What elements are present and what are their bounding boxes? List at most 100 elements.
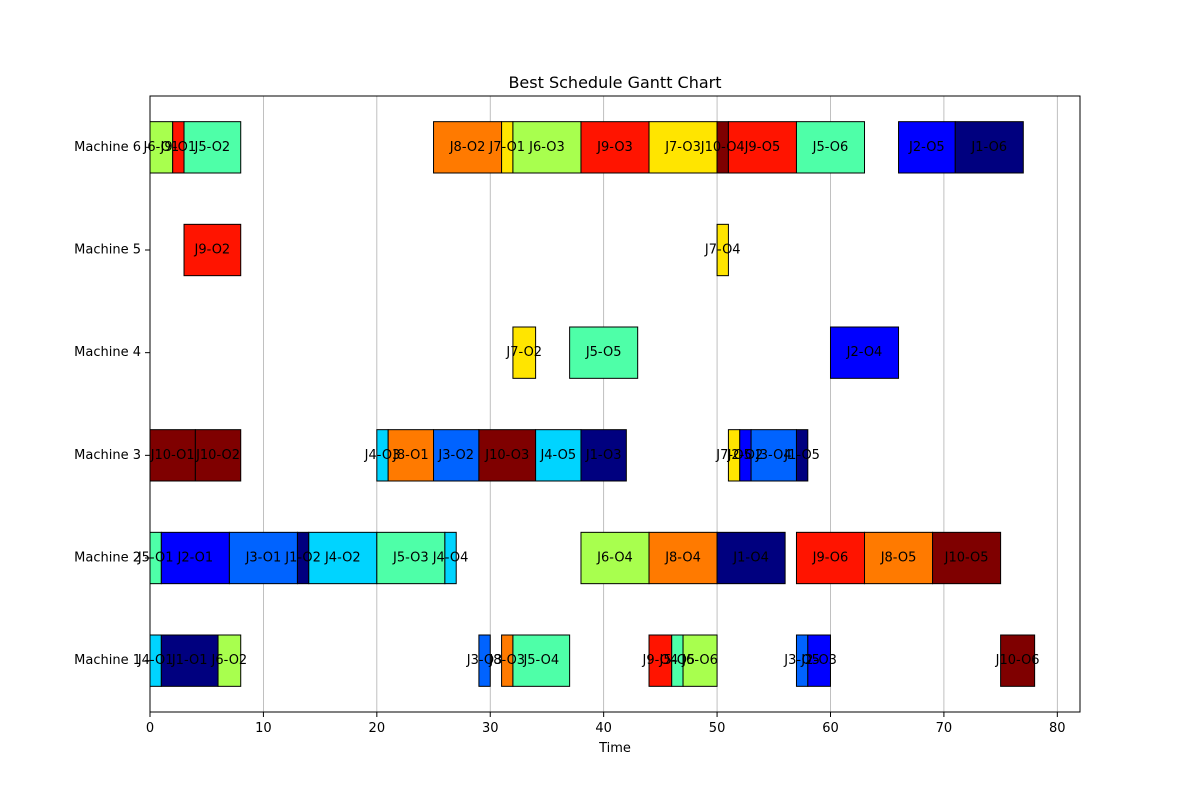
y-tick-label: Machine 2 (74, 551, 141, 566)
task-bar (1000, 634, 1036, 687)
task-label: J8-O3 (488, 653, 525, 668)
task-label: J2-O5 (908, 140, 945, 155)
task-label: J10-O4 (700, 140, 745, 155)
y-tick-label: Machine 4 (74, 345, 141, 360)
task-bar (183, 121, 242, 174)
task-bar (433, 121, 503, 174)
task-label: J7-O5 (715, 448, 752, 463)
task-label: J10-O6 (995, 653, 1040, 668)
task-bar (308, 531, 378, 585)
task-bar (716, 531, 786, 585)
task-label: J1-O4 (732, 551, 769, 566)
task-bar (478, 429, 537, 482)
task-label: J4-O3 (364, 448, 401, 463)
task-bar (444, 531, 457, 585)
task-bar (648, 531, 718, 585)
task-label: J2-O3 (800, 653, 837, 668)
task-bar (580, 531, 650, 585)
y-tick-label: Machine 3 (74, 448, 141, 463)
y-tick-label: Machine 1 (74, 653, 141, 668)
task-bar (580, 121, 650, 174)
task-bar (795, 531, 866, 585)
task-label: J10-O3 (484, 448, 529, 463)
axes: 0 10 20 30 40 50 60 70 80 Machine 1 Machine 2 Machi… (74, 95, 1081, 736)
task-label: J4-O2 (324, 551, 361, 566)
plot-frame (149, 95, 1081, 713)
task-bar (387, 429, 435, 482)
x-tick-label: 30 (482, 721, 499, 736)
task-bar (807, 634, 831, 687)
task-label: J3-O5 (783, 653, 820, 668)
task-label: J4-O5 (539, 448, 576, 463)
task-bar (433, 429, 480, 482)
task-label: J9-O4 (642, 653, 679, 668)
x-tick-label: 80 (1049, 721, 1066, 736)
y-tick-label: Machine 5 (74, 243, 141, 258)
task-label: J2-O2 (727, 448, 764, 463)
task-label: J4-O1 (137, 653, 174, 668)
task-label: J3-O4 (755, 448, 792, 463)
task-label: J8-O2 (449, 140, 486, 155)
task-bar (795, 429, 809, 482)
task-bar (716, 223, 729, 277)
task-bar (795, 121, 866, 174)
task-bar (160, 634, 219, 687)
task-label: J9-O3 (596, 140, 633, 155)
task-label: J7-O3 (664, 140, 701, 155)
task-bar (228, 531, 298, 585)
x-tick-label: 40 (595, 721, 612, 736)
task-label: J7-O1 (488, 140, 525, 155)
task-label: J9-O5 (744, 140, 781, 155)
x-axis-label: Time (598, 741, 631, 756)
task-label: J6-O1 (143, 140, 180, 155)
x-tick-label: 10 (255, 721, 272, 736)
task-bar (580, 429, 627, 482)
task-label: J8-O5 (880, 551, 917, 566)
task-label: J9-O6 (812, 551, 849, 566)
task-bar (512, 326, 537, 379)
task-label: J2-O4 (846, 345, 883, 360)
task-bar (535, 429, 582, 482)
task-label: J6-O3 (528, 140, 565, 155)
x-tick-label: 70 (936, 721, 953, 736)
task-label: J3-O2 (437, 448, 474, 463)
task-label: J9-O2 (194, 243, 231, 258)
y-tick-label: Machine 6 (74, 140, 141, 155)
task-bar (648, 121, 718, 174)
task-label: J8-O4 (664, 551, 701, 566)
task-bar (478, 634, 491, 687)
chart-title: Best Schedule Gantt Chart (508, 73, 721, 92)
task-bar (932, 531, 1002, 585)
task-label: J10-O5 (944, 551, 989, 566)
task-label: J1-O2 (284, 551, 321, 566)
task-bar (864, 531, 934, 585)
x-tick-label: 60 (822, 721, 839, 736)
task-label: J5-O5 (585, 345, 622, 360)
task-label: J10-O1 (150, 448, 195, 463)
task-bar (183, 223, 242, 277)
x-tick-label: 20 (369, 721, 386, 736)
task-label: J3-O1 (245, 551, 282, 566)
task-label: J5-O1 (137, 551, 174, 566)
task-label: J6-O6 (681, 653, 718, 668)
task-bar (829, 326, 900, 379)
task-label: J6-O2 (211, 653, 248, 668)
task-label: J1-O3 (585, 448, 622, 463)
task-label: J1-O1 (171, 653, 208, 668)
x-tick-label: 50 (709, 721, 726, 736)
task-label: J10-O2 (195, 448, 240, 463)
task-bar (569, 326, 639, 379)
task-bar (376, 531, 446, 585)
task-label: J5-O5 (659, 653, 696, 668)
task-bar (160, 531, 230, 585)
task-label: J5-O6 (812, 140, 849, 155)
task-bar (194, 429, 242, 482)
task-label: J1-O6 (970, 140, 1007, 155)
task-label: J8-O1 (392, 448, 429, 463)
task-label: J5-O2 (194, 140, 231, 155)
task-bar (954, 121, 1024, 174)
task-bar (750, 429, 797, 482)
task-label: J5-O3 (392, 551, 429, 566)
